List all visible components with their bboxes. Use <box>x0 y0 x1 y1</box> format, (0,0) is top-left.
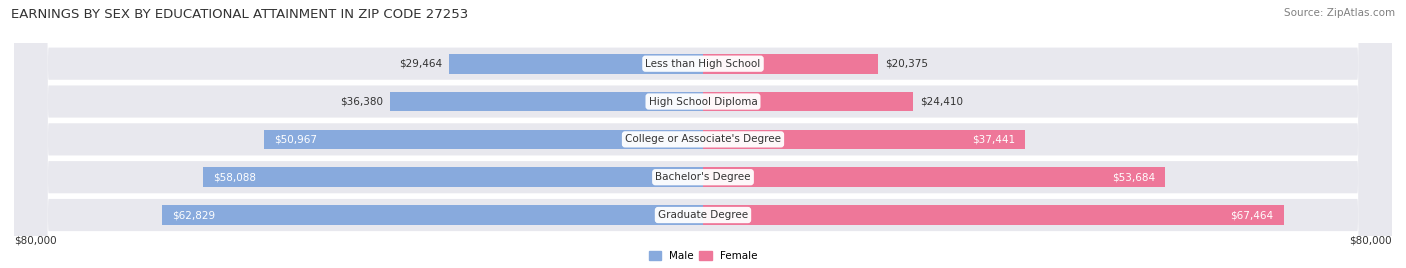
Text: $80,000: $80,000 <box>14 236 56 246</box>
Text: $50,967: $50,967 <box>274 134 318 144</box>
Text: $53,684: $53,684 <box>1112 172 1154 182</box>
Bar <box>389 92 703 111</box>
Text: $29,464: $29,464 <box>399 59 443 69</box>
FancyBboxPatch shape <box>14 0 1392 268</box>
FancyBboxPatch shape <box>14 0 1392 268</box>
Text: Less than High School: Less than High School <box>645 59 761 69</box>
Text: $62,829: $62,829 <box>173 210 215 220</box>
Bar <box>703 92 914 111</box>
FancyBboxPatch shape <box>14 0 1392 268</box>
Bar <box>703 167 1166 187</box>
Text: $24,410: $24,410 <box>920 96 963 106</box>
Bar <box>450 54 703 73</box>
Text: High School Diploma: High School Diploma <box>648 96 758 106</box>
FancyBboxPatch shape <box>14 0 1392 268</box>
Bar <box>703 54 879 73</box>
Text: $37,441: $37,441 <box>972 134 1015 144</box>
Text: Source: ZipAtlas.com: Source: ZipAtlas.com <box>1284 8 1395 18</box>
Bar <box>264 129 703 149</box>
Bar <box>703 129 1025 149</box>
Text: $58,088: $58,088 <box>214 172 256 182</box>
Bar <box>703 205 1284 225</box>
Legend: Male, Female: Male, Female <box>644 247 762 265</box>
Text: $67,464: $67,464 <box>1230 210 1274 220</box>
FancyBboxPatch shape <box>14 0 1392 268</box>
Text: Graduate Degree: Graduate Degree <box>658 210 748 220</box>
Bar <box>162 205 703 225</box>
Text: $80,000: $80,000 <box>1350 236 1392 246</box>
Text: $20,375: $20,375 <box>886 59 928 69</box>
Bar <box>202 167 703 187</box>
Text: EARNINGS BY SEX BY EDUCATIONAL ATTAINMENT IN ZIP CODE 27253: EARNINGS BY SEX BY EDUCATIONAL ATTAINMEN… <box>11 8 468 21</box>
Text: Bachelor's Degree: Bachelor's Degree <box>655 172 751 182</box>
Text: College or Associate's Degree: College or Associate's Degree <box>626 134 780 144</box>
Text: $36,380: $36,380 <box>340 96 382 106</box>
